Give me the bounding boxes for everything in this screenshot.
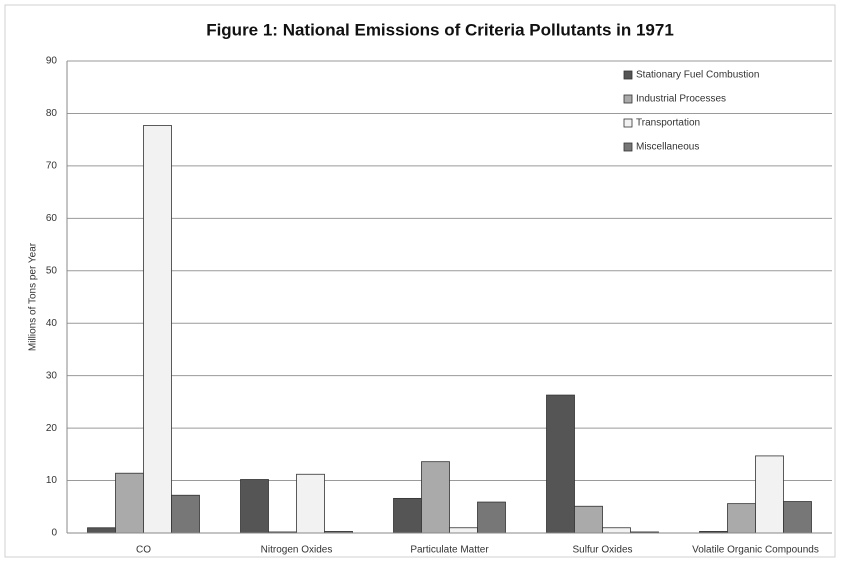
x-tick-label: Particulate Matter (410, 545, 489, 556)
y-tick-label: 40 (46, 318, 58, 329)
y-tick-label: 70 (46, 161, 58, 172)
x-tick-label: Nitrogen Oxides (261, 545, 333, 556)
y-tick-label: 50 (46, 265, 58, 276)
bar (783, 501, 812, 534)
x-tick-label: CO (136, 545, 151, 556)
y-tick-label: 60 (46, 213, 58, 224)
chart-title: Figure 1: National Emissions of Criteria… (206, 20, 674, 39)
legend-swatch (623, 142, 633, 152)
bar (393, 497, 422, 534)
y-tick-label: 0 (51, 528, 57, 539)
bar (602, 527, 631, 534)
y-tick-label: 10 (46, 475, 58, 486)
bar (421, 461, 450, 534)
legend-label: Transportation (636, 118, 700, 129)
bar (546, 394, 575, 534)
x-tick-label: Sulfur Oxides (572, 545, 632, 556)
y-tick-label: 80 (46, 108, 58, 119)
legend-swatch (623, 94, 633, 104)
bar (727, 503, 756, 534)
bar (755, 455, 784, 534)
x-tick-label: Volatile Organic Compounds (692, 545, 819, 556)
y-tick-label: 20 (46, 423, 58, 434)
bar (449, 527, 478, 534)
legend-label: Stationary Fuel Combustion (636, 70, 759, 81)
bar (240, 479, 269, 534)
bar (143, 125, 172, 534)
y-tick-label: 30 (46, 370, 58, 381)
legend-swatch (623, 118, 633, 128)
bar (115, 472, 144, 534)
bar (477, 501, 506, 534)
bar (296, 473, 325, 534)
chart-frame (4, 4, 836, 558)
bar (87, 527, 116, 534)
y-tick-label: 90 (46, 56, 58, 67)
legend-swatch (623, 70, 633, 80)
bar (574, 505, 603, 534)
y-axis-label: Millions of Tons per Year (28, 242, 39, 351)
legend-label: Miscellaneous (636, 142, 699, 153)
legend-label: Industrial Processes (636, 94, 726, 105)
bar (171, 494, 200, 534)
